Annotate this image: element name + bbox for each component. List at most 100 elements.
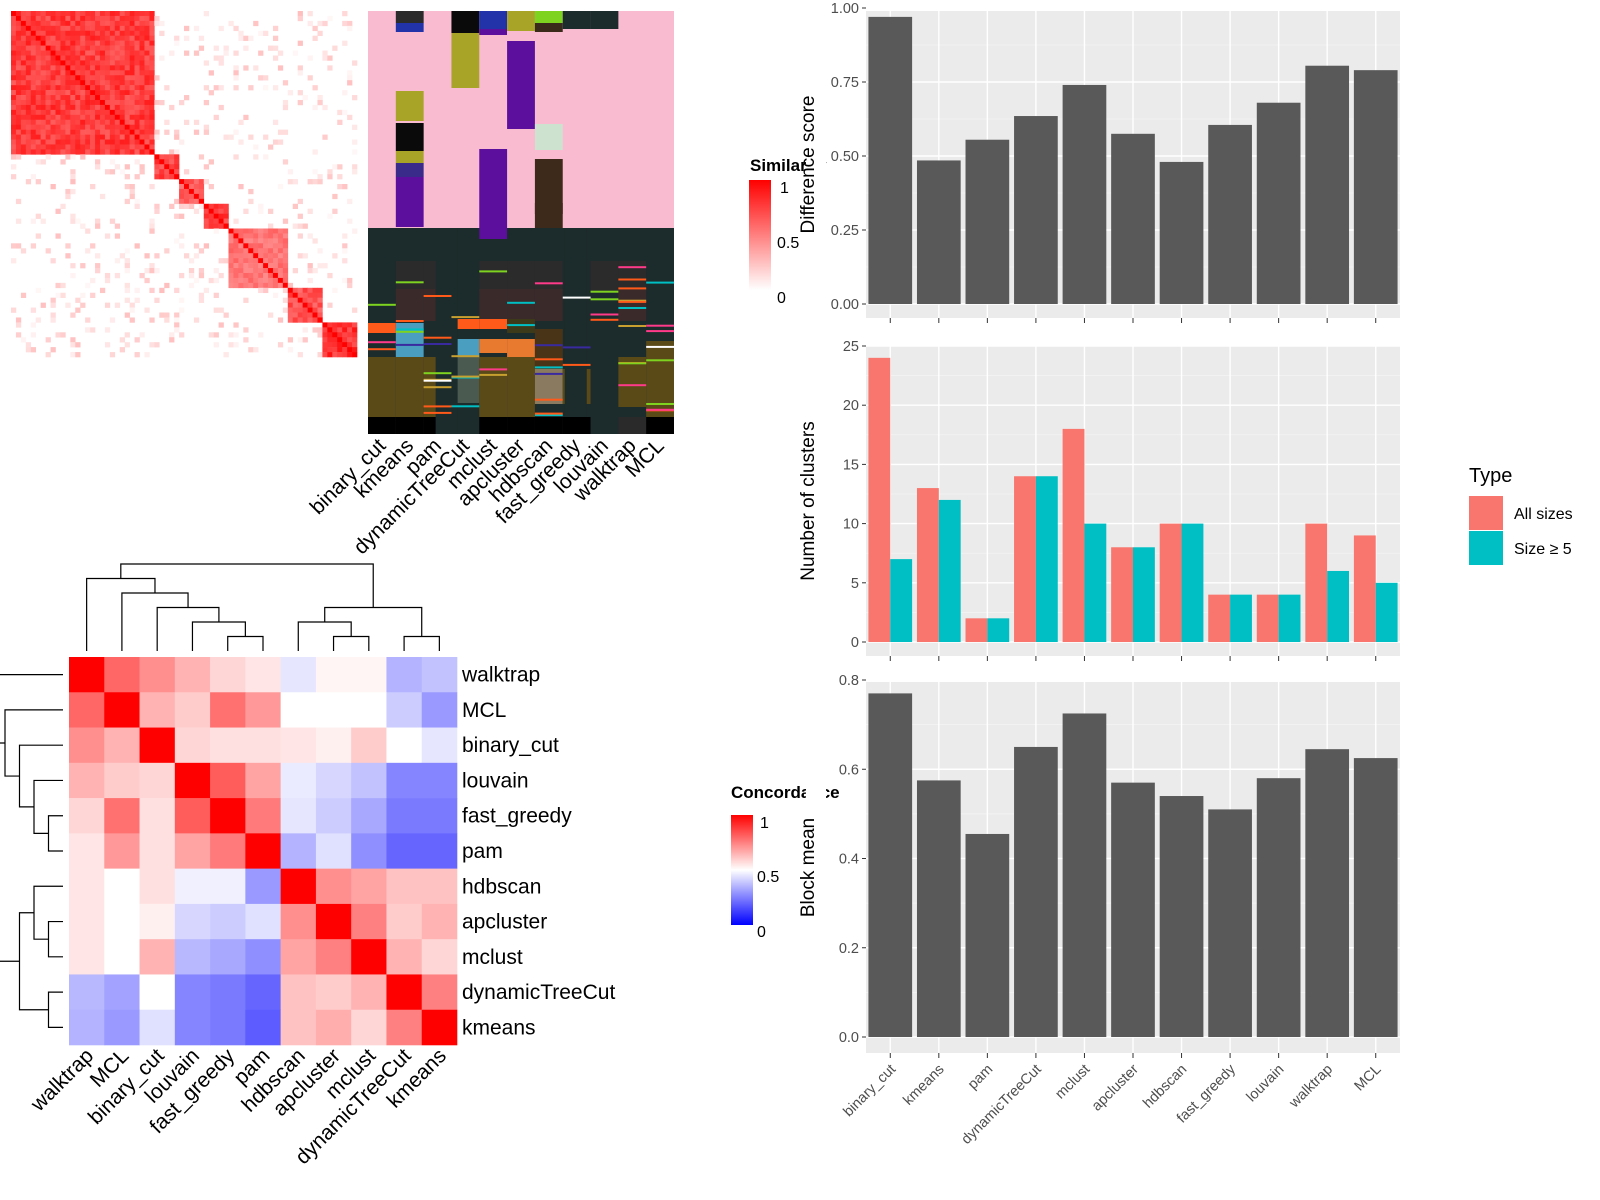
similarity-cell xyxy=(129,60,135,66)
similarity-cell xyxy=(70,40,76,46)
similarity-cell xyxy=(342,184,348,190)
similarity-cell xyxy=(307,55,313,61)
similarity-cell xyxy=(65,95,71,101)
concordance-cell xyxy=(174,903,211,940)
similarity-cell xyxy=(75,124,81,130)
similarity-cell xyxy=(253,272,259,279)
similarity-cell xyxy=(11,70,17,76)
similarity-cell xyxy=(114,80,121,86)
similarity-tick-0: 0 xyxy=(777,290,786,307)
concordance-col-label-walktrap: walktrap xyxy=(26,1044,98,1116)
similarity-cell xyxy=(352,149,358,155)
concordance-cell xyxy=(139,762,176,799)
similarity-cell xyxy=(60,55,66,61)
concordance-cell xyxy=(386,903,423,940)
similarity-cell xyxy=(327,302,333,308)
similarity-cell xyxy=(188,198,195,205)
similarity-cell xyxy=(45,114,51,121)
similarity-cell xyxy=(99,40,106,46)
similarity-cell xyxy=(11,119,17,125)
similarity-cell xyxy=(253,233,259,239)
similarity-cell xyxy=(109,95,116,101)
similarity-cell xyxy=(80,263,86,269)
membership-stripe xyxy=(423,295,452,297)
similarity-cell xyxy=(20,15,27,22)
similarity-cell xyxy=(20,30,27,37)
membership-stripe xyxy=(395,320,424,322)
similarity-cell xyxy=(40,55,46,61)
similarity-cell xyxy=(114,90,121,96)
similarity-cell xyxy=(70,263,76,269)
dendrogram-link xyxy=(403,635,440,651)
similarity-cell xyxy=(193,50,200,56)
similarity-cell xyxy=(332,193,338,200)
similarity-cell xyxy=(203,85,210,91)
concordance-cell xyxy=(386,692,423,728)
similarity-cell xyxy=(258,272,264,279)
similarity-cell xyxy=(80,45,86,51)
membership-stripe xyxy=(618,384,647,387)
concordance-cell xyxy=(421,762,458,799)
similarity-cell xyxy=(203,11,210,17)
similarity-cell xyxy=(233,258,239,264)
similarity-cell xyxy=(95,35,101,41)
similarity-cell xyxy=(11,129,17,135)
similarity-cell xyxy=(75,139,81,145)
concordance-cell xyxy=(104,903,140,940)
similarity-cell xyxy=(60,203,66,210)
similarity-cell xyxy=(184,169,190,175)
concordance-cell xyxy=(174,798,211,834)
similarity-cell xyxy=(169,159,175,165)
similarity-cell xyxy=(342,233,348,239)
similarity-cell xyxy=(35,233,41,239)
similarity-cell xyxy=(85,50,91,56)
similarity-cell xyxy=(104,327,111,333)
similarity-cell xyxy=(342,347,348,353)
similarity-cell xyxy=(55,332,61,338)
similarity-cell xyxy=(159,159,165,165)
similarity-cell xyxy=(65,139,71,145)
similarity-cell xyxy=(25,119,32,125)
similarity-cell xyxy=(129,75,135,81)
similarity-cell xyxy=(75,80,81,86)
similarity-cell xyxy=(35,45,41,51)
similarity-cell xyxy=(302,287,308,294)
similarity-cell xyxy=(85,25,91,32)
similarity-cell xyxy=(327,272,333,279)
similarity-cell xyxy=(109,45,116,51)
similarity-cell xyxy=(248,243,254,249)
concordance-cell xyxy=(245,939,281,975)
similarity-cell xyxy=(327,55,333,61)
similarity-cell xyxy=(312,35,318,41)
similarity-tick-1: 1 xyxy=(780,180,789,197)
similarity-cell xyxy=(292,268,298,274)
similarity-cell xyxy=(40,80,46,86)
similarity-cell xyxy=(317,99,323,106)
similarity-cell xyxy=(139,15,145,22)
similarity-cell xyxy=(85,144,91,150)
concordance-cell xyxy=(315,939,352,975)
similarity-cell xyxy=(95,30,101,37)
similarity-cell xyxy=(139,90,145,96)
similarity-cell xyxy=(149,342,155,348)
similarity-cell xyxy=(104,15,111,22)
similarity-cell xyxy=(40,149,46,155)
similarity-cell xyxy=(11,55,17,61)
similarity-cell xyxy=(129,188,135,195)
similarity-cell xyxy=(30,144,37,150)
similarity-cell xyxy=(99,109,106,116)
similarity-cell xyxy=(60,15,66,22)
similarity-cell xyxy=(35,25,41,32)
similarity-cell xyxy=(104,342,111,348)
similarity-cell xyxy=(134,129,140,135)
similarity-cell xyxy=(85,65,91,71)
similarity-cell xyxy=(40,159,46,165)
similarity-cell xyxy=(80,119,86,125)
similarity-cell xyxy=(292,312,298,318)
similarity-cell xyxy=(60,30,66,37)
similarity-cell xyxy=(317,312,323,318)
similarity-cell xyxy=(95,268,101,274)
similarity-cell xyxy=(129,50,135,56)
similarity-cell xyxy=(248,282,254,289)
similarity-cell xyxy=(193,188,200,195)
